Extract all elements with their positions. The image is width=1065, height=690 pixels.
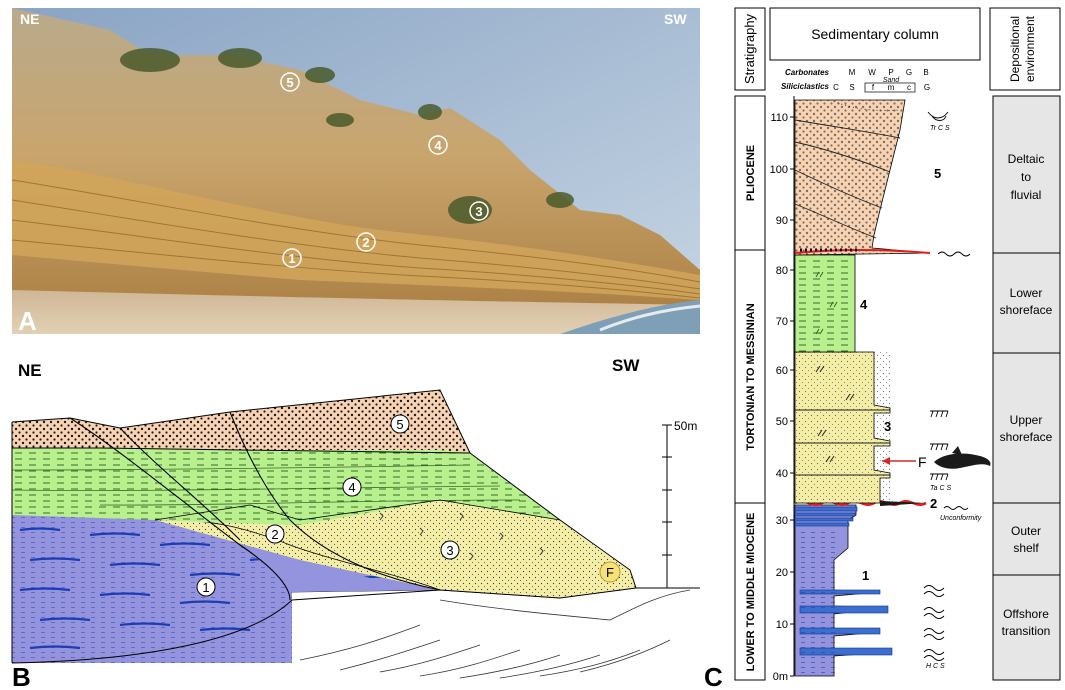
photo-sw-label: SW <box>664 11 687 27</box>
depth-100: 100 <box>770 164 788 176</box>
env-deltaic-1: Deltaic <box>1008 152 1045 166</box>
sketch-scale-bar <box>662 424 672 588</box>
env-outer-shelf-1: Outer <box>1011 524 1041 538</box>
depth-90: 90 <box>776 215 788 227</box>
env-upper-shoreface-2: shoreface <box>1000 430 1053 444</box>
structure-hummocky: H C S <box>926 663 945 670</box>
sketch-faults <box>69 411 441 601</box>
sketch-sw-label: SW <box>612 356 640 375</box>
photo-unit-2: 2 <box>362 235 369 250</box>
log-fossil-label: F <box>918 454 927 470</box>
env-offshore-1: Offshore <box>1003 607 1049 621</box>
depth-10: 10 <box>776 619 788 631</box>
depth-50: 50 <box>776 416 788 428</box>
panel-c-log: Stratigraphy Sedimentary column Depositi… <box>704 7 1061 690</box>
log-unit-2-label: 2 <box>930 496 937 511</box>
grain-class-s: S <box>849 83 854 92</box>
grain-siliciclastic-classes: C S f m c G <box>833 83 930 92</box>
panel-a-letter: A <box>18 306 37 336</box>
strat-tortonian-messinian: TORTONIAN TO MESSINIAN <box>745 303 757 450</box>
env-lower-shoreface-2: shoreface <box>1000 303 1053 317</box>
log-unit-5-label: 5 <box>934 166 941 181</box>
structure-symbols <box>923 111 971 661</box>
photo-ne-label: NE <box>20 11 39 27</box>
grain-class-c: C <box>833 83 839 92</box>
depth-ticks <box>790 116 794 677</box>
depth-80: 80 <box>776 265 788 277</box>
grain-class-c-sand: c <box>907 83 911 92</box>
sketch-unit-3-label: 3 <box>446 543 453 558</box>
depth-20: 20 <box>776 567 788 579</box>
grain-carbonates-label: Carbonates <box>785 68 830 77</box>
sketch-fossil-marker <box>599 561 621 583</box>
grain-class-f: f <box>872 83 875 92</box>
grain-class-g-carb: G <box>906 68 912 77</box>
log-unit-4-label: 4 <box>860 297 868 312</box>
depth-30: 30 <box>776 515 788 527</box>
log-unit-3-label: 3 <box>884 419 891 434</box>
panel-b-cross-section: NE SW B <box>11 356 700 690</box>
sketch-unit-1-label: 1 <box>202 580 209 595</box>
structure-trough: Tr C S <box>930 125 950 132</box>
header-environment-line2: environment <box>1023 15 1037 82</box>
env-deltaic-3: fluvial <box>1011 188 1042 202</box>
env-offshore-2: transition <box>1002 624 1051 638</box>
structure-unconformity: Unconformity <box>940 515 982 522</box>
grain-sand-label: Sand <box>883 77 900 84</box>
photo-unit-3: 3 <box>475 204 482 219</box>
env-deltaic-2: to <box>1021 170 1031 184</box>
photo-unit-5: 5 <box>286 75 293 90</box>
grain-siliciclastics-label: Siliciclastics <box>781 82 830 91</box>
panel-b-letter: B <box>12 662 31 690</box>
sketch-beach-lines <box>299 589 691 679</box>
sketch-ne-label: NE <box>18 361 42 380</box>
photo-unit-1: 1 <box>288 251 295 266</box>
photo-unit-markers <box>280 72 489 268</box>
sketch-unit-2-label: 2 <box>271 527 278 542</box>
panel-c-letter: C <box>704 662 723 690</box>
depth-0: 0m <box>773 671 788 683</box>
sketch-fossil-label: F <box>606 565 614 580</box>
grain-carbonate-classes: M W P G B <box>849 68 929 77</box>
depth-70: 70 <box>776 316 788 328</box>
grain-class-m: M <box>849 68 856 77</box>
depth-110: 110 <box>770 112 788 124</box>
sketch-unit-4-label: 4 <box>348 480 355 495</box>
header-stratigraphy: Stratigraphy <box>742 13 757 84</box>
sketch-unit-5-label: 5 <box>396 417 403 432</box>
strat-lower-middle-miocene: LOWER TO MIDDLE MIOCENE <box>745 513 757 672</box>
grain-class-g-sili: G <box>924 83 930 92</box>
log-unit-1-label: 1 <box>862 568 869 583</box>
strat-pliocene: PLIOCENE <box>745 145 757 201</box>
env-outer-shelf-2: shelf <box>1013 541 1039 555</box>
grain-class-m-sand: m <box>888 83 895 92</box>
env-upper-shoreface-1: Upper <box>1010 413 1043 427</box>
header-environment-line1: Depositional <box>1008 16 1022 82</box>
header-sedimentary-column: Sedimentary column <box>811 26 939 42</box>
depth-60: 60 <box>776 365 788 377</box>
grain-class-b: B <box>923 68 928 77</box>
photo-unit-4: 4 <box>434 138 442 153</box>
dolphin-icon <box>934 446 991 469</box>
grain-class-w: W <box>868 68 876 77</box>
panel-a-photo: NE SW A 1 2 3 4 5 <box>11 8 701 336</box>
structure-tabular: Ta C S <box>930 485 951 492</box>
depth-40: 40 <box>776 468 788 480</box>
sketch-scale-label: 50m <box>674 419 697 433</box>
env-lower-shoreface-1: Lower <box>1010 286 1043 300</box>
grain-class-p: P <box>888 68 893 77</box>
